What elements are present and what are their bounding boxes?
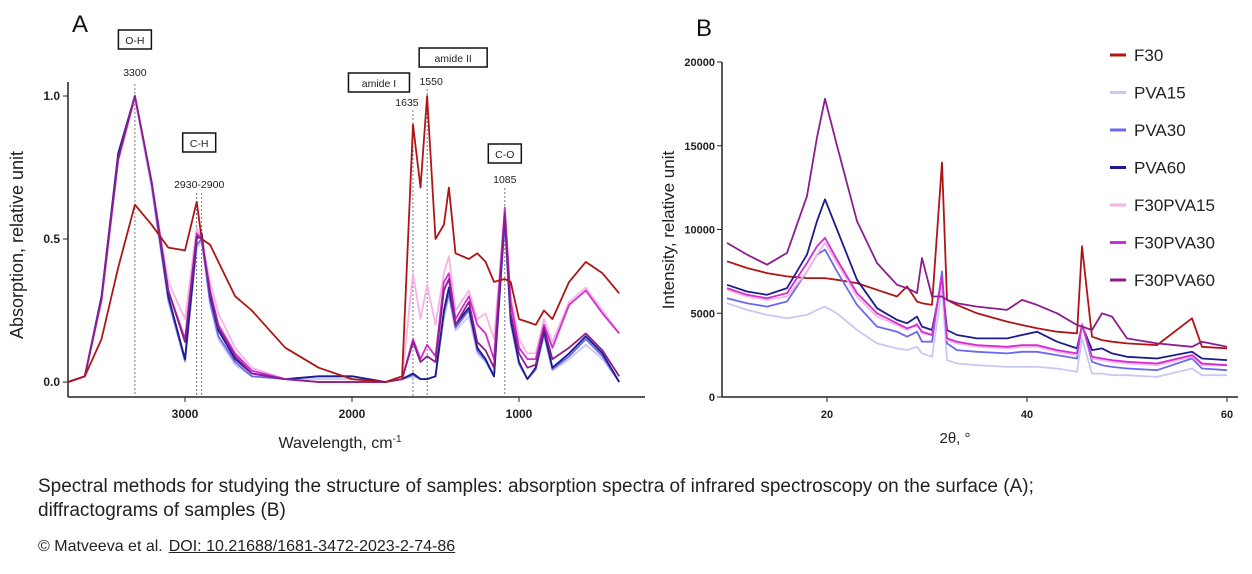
- credit: © Matveeva et al. DOI: 10.21688/1681-3472…: [38, 538, 455, 556]
- legend-label-PVA15: PVA15: [1134, 84, 1186, 103]
- annotation-box-label: O-H: [125, 35, 144, 47]
- annotation-value: 1085: [493, 174, 517, 186]
- chart-b: B 0 5000 10000 15000 20000 20 40 60 2θ, ° Intensit…: [659, 15, 1238, 447]
- annotation-box: [418, 47, 488, 68]
- y-axis-label-b: Intensity, relative unit: [659, 151, 678, 310]
- legend-label-F30PVA30: F30PVA30: [1134, 234, 1215, 253]
- x-axis-label-b: 2θ, °: [939, 430, 970, 447]
- series-a-line-3: [67, 98, 620, 383]
- series-b-line-F30PVA30: [726, 236, 1228, 367]
- x-tick-label-a: 3000: [172, 407, 199, 421]
- series-a-line-6: [67, 95, 620, 383]
- annotation-value: 1635: [395, 97, 419, 109]
- y-tick-label-b: 10000: [684, 225, 715, 237]
- x-axis-label-a: Wavelength, cm-1: [278, 434, 401, 452]
- y-tick-label-a: 0.0: [43, 375, 60, 389]
- series-b-line-F30: [726, 161, 1228, 350]
- x-tick-label-b: 60: [1221, 409, 1233, 421]
- annotation-box: [117, 29, 153, 50]
- doi-link[interactable]: DOI: 10.21688/1681-3472-2023-2-74-86: [168, 538, 456, 555]
- credit-authors: © Matveeva et al.: [38, 538, 163, 555]
- panel-label-a: A: [72, 11, 88, 38]
- annotation-value: 1550: [419, 76, 443, 88]
- annotation-value: 3300: [123, 67, 147, 79]
- x-tick-label-b: 20: [821, 409, 833, 421]
- legend-label-PVA60: PVA60: [1134, 159, 1186, 178]
- series-a-line-1: [67, 95, 620, 383]
- legend-label-PVA30: PVA30: [1134, 121, 1186, 140]
- series-b-line-F30PVA60: [726, 97, 1228, 348]
- legend-label-F30: F30: [1134, 46, 1163, 65]
- panel-label-b: B: [696, 15, 712, 42]
- series-a-line-0: [67, 98, 620, 383]
- caption-line-1: Spectral methods for studying the struct…: [38, 476, 1034, 497]
- figure-charts: A 0.0 0.5 1.0 3000 2000 1000 Wavelength, cm-1 Ab…: [7, 11, 1238, 452]
- annotation-box-label: amide I: [362, 78, 396, 90]
- legend-label-F30PVA15: F30PVA15: [1134, 196, 1215, 215]
- annotation-box-label: amide II: [434, 53, 471, 65]
- series-a-line-4: [67, 95, 620, 383]
- y-tick-label-b: 0: [709, 392, 715, 404]
- annotation-box-label: C-H: [190, 138, 209, 150]
- chart-a: A 0.0 0.5 1.0 3000 2000 1000 Wavelength, cm-1 Ab…: [7, 11, 645, 452]
- x-tick-label-a: 2000: [339, 407, 366, 421]
- x-axis-label-sup: -1: [393, 434, 402, 445]
- annotation-box: [347, 72, 411, 93]
- y-tick-label-a: 0.5: [43, 232, 60, 246]
- y-tick-label-b: 5000: [691, 308, 715, 320]
- legend-label-F30PVA60: F30PVA60: [1134, 271, 1215, 290]
- series-b-line-PVA30: [726, 248, 1228, 372]
- annotation-value: 2930-2900: [174, 179, 224, 191]
- y-tick-label-b: 15000: [684, 141, 715, 153]
- caption-line-2: diffractograms of samples (B): [38, 500, 286, 521]
- y-axis-label-a: Absorption, relative unit: [7, 151, 27, 339]
- series-a-line-2: [67, 95, 620, 383]
- annotation-box: [181, 132, 217, 153]
- series-b-line-F30PVA15: [726, 241, 1227, 367]
- y-tick-label-b: 20000: [684, 57, 715, 69]
- series-b-line-PVA15: [726, 287, 1227, 378]
- series-a-line-5: [67, 95, 620, 383]
- y-tick-label-a: 1.0: [43, 89, 60, 103]
- x-tick-label-a: 1000: [506, 407, 533, 421]
- annotation-box-label: C-O: [495, 149, 514, 161]
- annotation-box: [487, 143, 523, 164]
- x-tick-label-b: 40: [1021, 409, 1033, 421]
